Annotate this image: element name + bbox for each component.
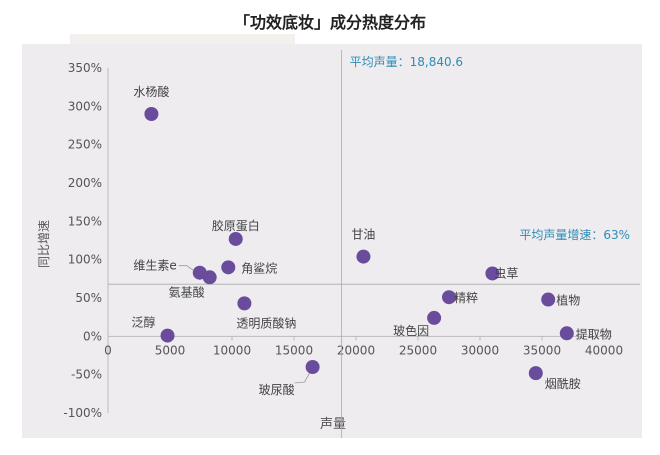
- average-growth-label: 平均声量增速：63%: [519, 228, 630, 242]
- y-tick-label: 200%: [68, 176, 102, 190]
- data-point-label: 胶原蛋白: [212, 218, 260, 233]
- data-point: [202, 270, 217, 285]
- data-point-label: 提取物: [576, 326, 612, 341]
- x-tick-label: 30000: [461, 343, 499, 357]
- label-leader-line: [178, 265, 194, 272]
- y-tick-label: 300%: [68, 99, 102, 113]
- label-leader-line: [294, 372, 310, 384]
- y-tick-label: 350%: [68, 61, 102, 75]
- data-point-label: 水杨酸: [133, 84, 169, 99]
- data-point: [541, 292, 556, 307]
- data-point-label: 植物: [556, 293, 580, 308]
- x-tick-label: 20000: [337, 343, 375, 357]
- data-point: [485, 266, 500, 281]
- y-tick-label: 150%: [68, 214, 102, 228]
- data-point-label: 玻色因: [393, 324, 429, 338]
- chart-title: 「功效底妆」成分热度分布: [233, 13, 426, 32]
- x-tick-label: 15000: [275, 343, 313, 357]
- x-tick-label: 0: [104, 343, 112, 357]
- data-point: [427, 310, 442, 325]
- data-point-label: 烟酰胺: [545, 377, 581, 391]
- data-point-label: 氨基酸: [169, 284, 205, 299]
- x-tick-label: 25000: [399, 343, 437, 357]
- data-point: [442, 290, 456, 305]
- data-point: [559, 326, 574, 341]
- y-tick-label: -100%: [63, 406, 102, 420]
- data-point-label: 精粹: [454, 291, 478, 305]
- y-tick-label: 100%: [68, 253, 102, 267]
- data-point-label: 透明质酸钠: [236, 315, 296, 330]
- y-tick-label: 0%: [83, 329, 102, 343]
- x-axis-title: 声量: [320, 417, 346, 432]
- data-point-label: 虫草: [494, 266, 518, 280]
- average-volume-label: 平均声量：18,840.6: [350, 55, 463, 69]
- data-point: [528, 366, 543, 381]
- y-axis-title: 同比增速: [37, 220, 51, 268]
- data-point-label: 泛醇: [132, 315, 156, 330]
- y-tick-label: -50%: [71, 368, 102, 382]
- data-point-label: 角鲨烷: [241, 261, 277, 275]
- x-tick-label: 40000: [585, 343, 623, 357]
- data-point: [144, 107, 159, 121]
- y-tick-label: 50%: [75, 291, 102, 305]
- data-point: [160, 328, 175, 343]
- data-point-label: 甘油: [351, 228, 375, 242]
- data-point-label: 维生素e: [133, 259, 176, 273]
- y-tick-label: 250%: [68, 138, 102, 152]
- data-point: [228, 231, 243, 246]
- data-point: [221, 260, 236, 275]
- x-tick-label: 35000: [523, 343, 561, 357]
- data-point: [237, 296, 252, 311]
- data-point: [356, 249, 371, 264]
- data-point-label: 玻尿酸: [259, 382, 295, 397]
- x-tick-label: 5000: [155, 343, 186, 357]
- x-tick-label: 10000: [213, 343, 251, 357]
- data-point: [305, 360, 320, 374]
